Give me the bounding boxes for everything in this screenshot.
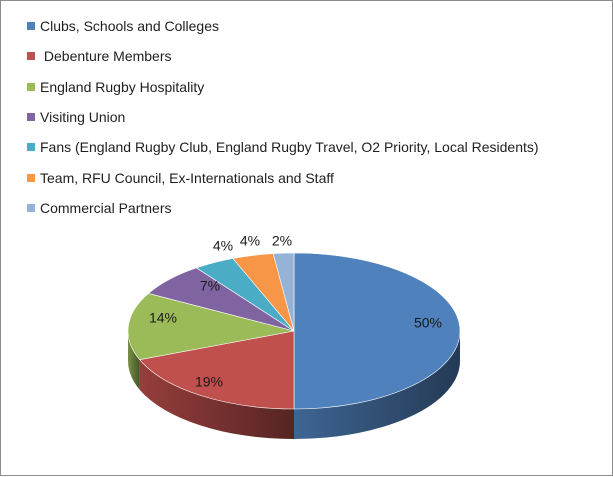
pie-data-label: 50% (414, 315, 442, 331)
pie-data-label: 14% (149, 310, 177, 326)
pie-data-label: 19% (195, 374, 223, 390)
legend-item: Fans (England Rugby Club, England Rugby … (27, 132, 539, 162)
pie-side-wall (294, 331, 460, 439)
legend-swatch (27, 203, 35, 212)
legend-swatch (27, 113, 35, 122)
pie-slice (272, 252, 295, 332)
chart-legend: Clubs, Schools and Colleges Debenture Me… (27, 11, 539, 223)
legend-item: Clubs, Schools and Colleges (27, 11, 539, 41)
pie-data-label: 2% (272, 233, 292, 249)
pie-data-label: 7% (200, 278, 220, 294)
legend-label: Fans (England Rugby Club, England Rugby … (40, 139, 539, 156)
pie-side-wall (139, 359, 294, 439)
legend-label: Commercial Partners (40, 199, 172, 216)
legend-label: England Rugby Hospitality (40, 78, 205, 95)
legend-item: Commercial Partners (27, 193, 539, 223)
pie-data-label: 4% (213, 238, 233, 254)
legend-label: Team, RFU Council, Ex-Internationals and… (40, 169, 334, 186)
pie-data-label: 4% (240, 233, 260, 249)
legend-swatch (27, 173, 35, 182)
legend-item: Debenture Members (27, 41, 539, 71)
legend-item: Visiting Union (27, 102, 539, 132)
legend-swatch (27, 22, 35, 31)
legend-item: England Rugby Hospitality (27, 72, 539, 102)
legend-label: Debenture Members (40, 48, 172, 65)
pie-slice (139, 330, 295, 410)
legend-item: Team, RFU Council, Ex-Internationals and… (27, 162, 539, 192)
legend-swatch (27, 143, 35, 152)
pie-slice (127, 293, 295, 361)
legend-swatch (27, 82, 35, 91)
pie-slice (293, 252, 461, 410)
legend-label: Visiting Union (40, 109, 126, 126)
legend-label: Clubs, Schools and Colleges (40, 18, 219, 35)
legend-swatch (27, 52, 35, 61)
